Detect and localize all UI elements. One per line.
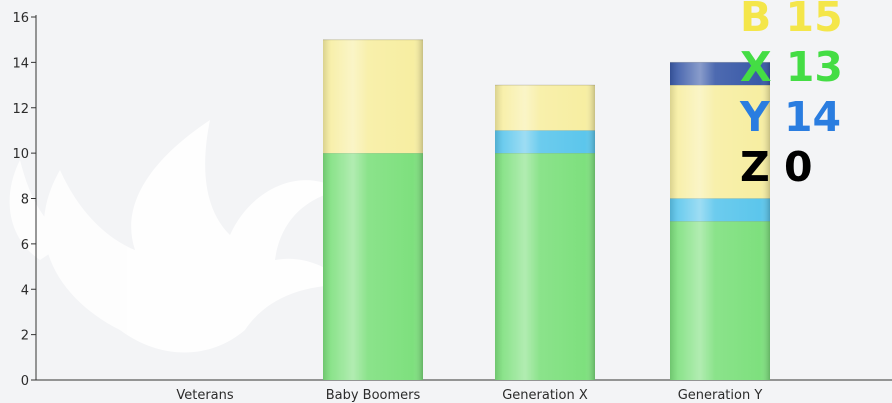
y-tick-label: 2 [21, 329, 29, 344]
x-tick-label: Generation X [502, 388, 588, 403]
bar-segment-shine [670, 62, 770, 86]
legend-letter: Y [740, 93, 770, 141]
legend-value: 0 [784, 143, 813, 191]
bar-segment-shine [670, 198, 770, 222]
y-tick-label: 8 [21, 193, 29, 208]
bar-segment-shine [670, 85, 770, 199]
legend: B 15 X 13 Y 14 Z 0 [740, 0, 843, 192]
bar-segment-shine [495, 85, 595, 131]
x-tick-label: Veterans [176, 388, 234, 403]
watermark-logo [9, 120, 345, 353]
legend-item: Y 14 [740, 92, 843, 142]
y-tick-label: 6 [21, 238, 29, 253]
y-tick-label: 4 [21, 283, 29, 298]
legend-item: Z 0 [740, 142, 843, 192]
x-tick-label: Baby Boomers [326, 388, 421, 403]
bar-segment-shine [495, 153, 595, 380]
bar-segment-shine [670, 221, 770, 380]
legend-item: B 15 [740, 0, 843, 42]
y-tick-label: 14 [12, 56, 29, 71]
legend-item: X 13 [740, 42, 843, 92]
labels: 0 2 4 6 8 10 12 14 16 Veterans Baby Boomers Generat… [12, 11, 762, 403]
bar-segment-shine [495, 130, 595, 154]
y-tick-label: 16 [12, 11, 29, 26]
bars [323, 39, 770, 380]
legend-value: 13 [785, 43, 843, 91]
x-tick-label: Generation Y [678, 388, 763, 403]
legend-letter: X [740, 43, 772, 91]
y-tick-label: 0 [21, 374, 29, 389]
y-tick-label: 12 [12, 102, 29, 117]
bar-segment-shine [323, 39, 423, 154]
bar-segment-shine [323, 153, 423, 380]
legend-value: 15 [785, 0, 843, 41]
y-tick-label: 10 [12, 147, 29, 162]
legend-letter: B [740, 0, 772, 41]
legend-value: 14 [783, 93, 842, 141]
legend-letter: Z [740, 143, 770, 191]
